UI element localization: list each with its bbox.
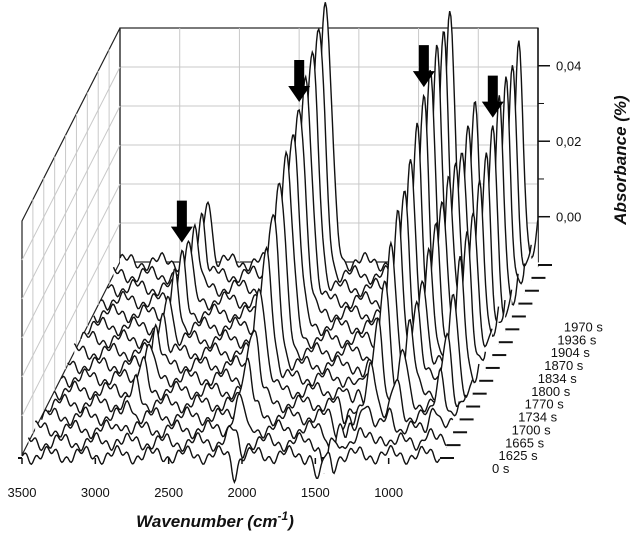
x-axis-ticks: 3500 3000 2500 2000 1500 1000	[8, 458, 403, 500]
series-tick-label: 1734 s	[518, 410, 558, 425]
series-tick-label: 1700 s	[512, 422, 552, 437]
side-grid-hline	[21, 183, 121, 378]
x-tick-label: 2000	[228, 485, 257, 500]
series-fill	[80, 152, 499, 358]
series-fill	[41, 358, 460, 439]
side-grid-hline	[21, 144, 121, 339]
series-tick-label: 1904 s	[551, 345, 591, 360]
y-axis-title: Absorbance (%)	[611, 95, 630, 226]
series-fill	[67, 210, 486, 383]
series-fill	[120, 2, 538, 281]
arrow-marker	[481, 75, 504, 118]
series-fill	[74, 183, 493, 371]
x-axis-title-main: Wavenumber (cm	[136, 512, 277, 531]
side-grid-hline	[21, 66, 121, 261]
series-line	[40, 357, 460, 440]
series-fill	[113, 29, 532, 293]
series-tick-label: 0 s	[492, 461, 510, 476]
series-line	[27, 425, 447, 474]
arrow-markers	[170, 45, 504, 243]
z-tick-label: 0,00	[556, 210, 581, 225]
series-group	[21, 2, 539, 485]
series-tick-label: 1870 s	[544, 358, 584, 373]
series-tick-label: 1834 s	[538, 371, 578, 386]
series-fill	[87, 122, 506, 345]
series-tick-label: 1800 s	[531, 384, 571, 399]
series-fill	[100, 70, 519, 319]
series-tick-label: 1770 s	[525, 397, 565, 412]
series-fill	[48, 318, 467, 424]
series-fill	[93, 95, 512, 332]
series-line	[34, 392, 454, 458]
z-tick-label: 0,02	[556, 134, 581, 149]
x-tick-label: 3000	[81, 485, 110, 500]
side-grid-hline	[21, 105, 121, 300]
arrow-marker	[412, 45, 435, 88]
x-tick-label: 1000	[374, 485, 403, 500]
series-tick-label: 1936 s	[557, 332, 597, 347]
series-fill	[35, 393, 454, 457]
series-fill	[54, 281, 473, 409]
x-axis-title: Wavenumber (cm-1)	[136, 509, 294, 531]
x-axis-title-close: )	[286, 512, 294, 531]
z-axis-ticks: 0,00 0,02 0,04	[538, 59, 581, 225]
series-tick-label: 1970 s	[564, 319, 604, 334]
arrow-marker	[170, 200, 193, 243]
series-fill	[61, 243, 480, 396]
series-tick-label: 1665 s	[505, 435, 545, 450]
x-tick-label: 2500	[154, 485, 183, 500]
z-tick-label: 0,04	[556, 59, 581, 74]
x-tick-label: 1500	[301, 485, 330, 500]
side-grid-hline	[21, 222, 121, 417]
x-tick-label: 3500	[8, 485, 37, 500]
arrow-marker	[288, 59, 311, 102]
series-fill	[28, 426, 447, 473]
series-line	[21, 444, 441, 485]
x-axis-title-sup: -1	[278, 509, 289, 523]
series-fill	[106, 45, 525, 306]
series-tick-label: 1625 s	[499, 448, 539, 463]
